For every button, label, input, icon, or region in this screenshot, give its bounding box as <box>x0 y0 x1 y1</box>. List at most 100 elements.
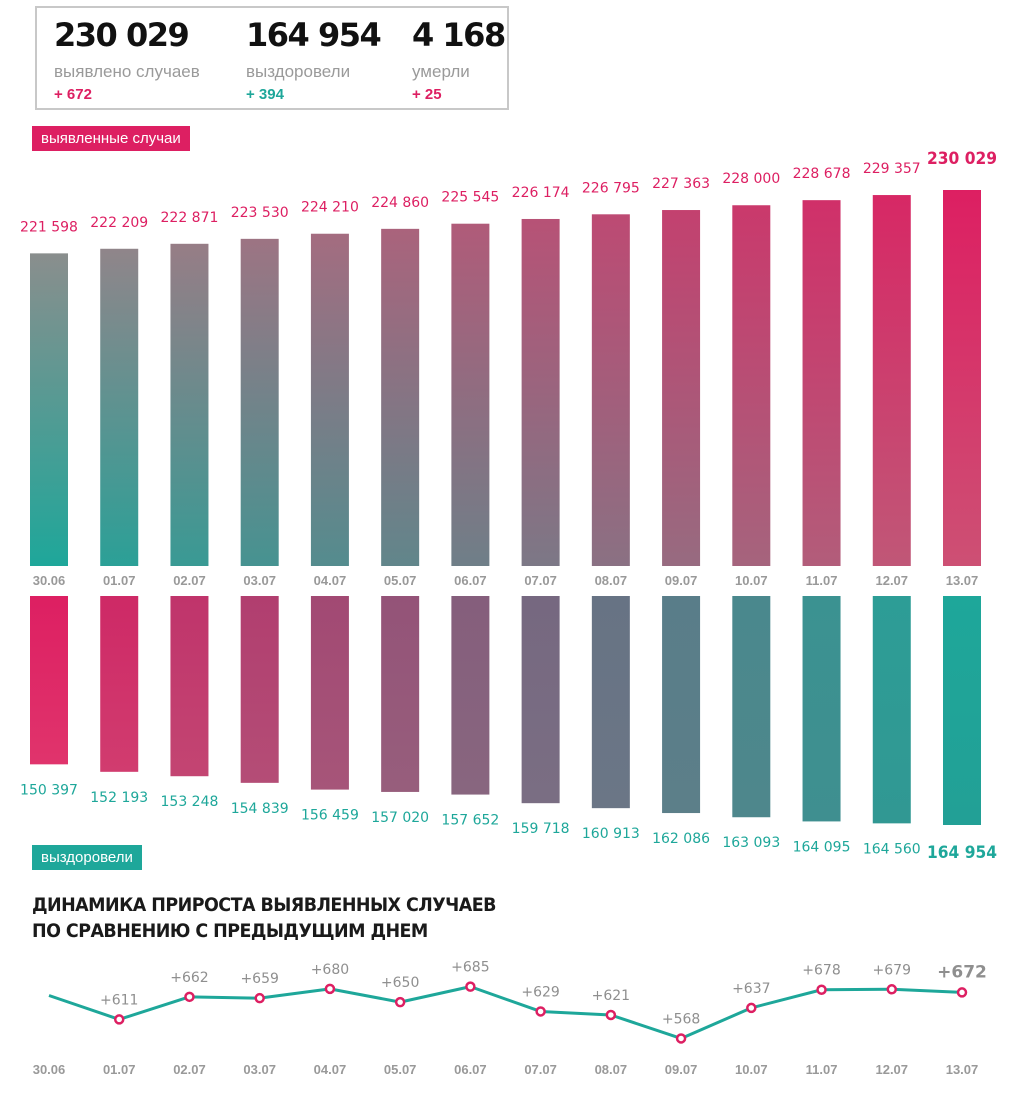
growth-value-label: +637 <box>732 981 770 997</box>
cases-date-label: 12.07 <box>875 573 908 588</box>
cases-bar <box>872 195 911 566</box>
recovered-bar <box>872 596 911 824</box>
recovered-value-label: 164 954 <box>927 843 997 863</box>
growth-point <box>254 992 265 1004</box>
cases-date-label: 01.07 <box>103 573 136 588</box>
growth-point <box>465 981 476 992</box>
cases-bar <box>100 248 139 566</box>
recovered-bar <box>451 596 490 795</box>
recovered-bar <box>30 596 68 765</box>
cases-bar <box>943 190 981 566</box>
growth-date-label: 07.07 <box>524 1062 557 1077</box>
cases-date-label: 08.07 <box>595 573 628 588</box>
cases-value-label: 221 598 <box>20 219 78 235</box>
cases-value-label: 225 545 <box>441 190 499 206</box>
cases-value-label: 222 871 <box>161 210 219 226</box>
growth-point <box>184 991 195 1003</box>
cases-bar <box>170 243 209 567</box>
cases-date-label: 03.07 <box>243 573 276 588</box>
recovered-bar <box>943 596 981 825</box>
cases-bar <box>662 210 701 567</box>
growth-point <box>324 983 336 995</box>
recovered-value-label: 159 718 <box>512 821 570 837</box>
deaths-label: умерли <box>412 62 470 81</box>
recovered-label: выздоровели <box>246 62 351 81</box>
growth-title-line2: ПО СРАВНЕНИЮ С ПРЕДЫДУЩИМ ДНЕМ <box>32 920 428 942</box>
cases-value-label: 226 174 <box>512 185 570 201</box>
recovered-bar <box>662 596 701 814</box>
growth-date-label: 13.07 <box>946 1062 979 1077</box>
growth-point <box>956 987 968 998</box>
growth-point <box>746 1002 757 1014</box>
growth-date-label: 04.07 <box>314 1062 347 1077</box>
cases-total: 230 029 <box>54 16 190 54</box>
growth-value-label: +685 <box>451 960 489 976</box>
cases-value-label: 228 000 <box>722 171 780 187</box>
cases-value-label: 228 678 <box>793 166 851 182</box>
recovered-value-label: 150 397 <box>20 782 78 798</box>
growth-date-label: 11.07 <box>806 1062 838 1077</box>
cases-date-label: 11.07 <box>806 573 838 588</box>
growth-value-label: +679 <box>873 962 911 978</box>
growth-date-label: 08.07 <box>595 1062 628 1077</box>
growth-point <box>675 1033 687 1044</box>
deaths-total: 4 168 <box>412 16 506 54</box>
recovered-bar <box>732 596 771 818</box>
growth-point <box>816 984 827 995</box>
recovered-value-label: 160 913 <box>582 826 640 842</box>
cases-value-label: 222 209 <box>90 215 148 231</box>
recovered-value-label: 156 459 <box>301 808 359 824</box>
recovered-bar <box>802 596 841 822</box>
recovered-bar <box>381 596 420 792</box>
recovered-bar <box>521 596 560 804</box>
deaths-delta: + 25 <box>412 86 442 103</box>
growth-value-label: +680 <box>311 962 349 978</box>
cases-bar <box>381 228 420 567</box>
cases-value-label: 229 357 <box>863 161 921 177</box>
growth-point <box>535 1006 546 1017</box>
cases-value-label: 224 860 <box>371 195 429 211</box>
cases-value-label: 223 530 <box>231 205 289 221</box>
cases-date-label: 02.07 <box>173 573 206 588</box>
growth-date-label: 06.07 <box>454 1062 487 1077</box>
cases-bar <box>30 253 68 566</box>
cases-date-label: 07.07 <box>524 573 557 588</box>
growth-date-label: 30.06 <box>33 1062 66 1077</box>
cases-value-label: 227 363 <box>652 176 710 192</box>
growth-date-label: 02.07 <box>173 1062 206 1077</box>
cases-date-label: 10.07 <box>735 573 768 588</box>
growth-date-label: 05.07 <box>384 1062 417 1077</box>
cases-bar <box>521 218 560 567</box>
cases-date-label: 30.06 <box>33 573 66 588</box>
cases-bar <box>451 223 490 566</box>
recovered-value-label: 152 193 <box>90 790 148 806</box>
recovered-tag: выздоровели <box>32 845 142 870</box>
recovered-total: 164 954 <box>246 16 382 54</box>
recovered-bar <box>100 596 139 772</box>
cases-date-label: 09.07 <box>665 573 698 588</box>
recovered-value-label: 157 652 <box>441 813 499 829</box>
growth-title: ДИНАМИКА ПРИРОСТА ВЫЯВЛЕННЫХ СЛУЧАЕВ ПО … <box>32 892 496 944</box>
recovered-bar <box>310 596 349 790</box>
growth-value-label: +650 <box>381 975 419 991</box>
growth-date-label: 09.07 <box>665 1062 698 1077</box>
cases-bar <box>802 200 841 566</box>
growth-point <box>394 996 406 1008</box>
growth-value-label: +662 <box>170 970 208 986</box>
cases-delta: + 672 <box>54 86 92 103</box>
recovered-value-label: 162 086 <box>652 831 710 847</box>
cases-value-label: 224 210 <box>301 200 359 216</box>
recovered-delta: + 394 <box>246 86 284 103</box>
growth-point <box>605 1009 617 1021</box>
growth-date-label: 10.07 <box>735 1062 768 1077</box>
growth-date-label: 01.07 <box>103 1062 136 1077</box>
cases-bar <box>732 205 771 566</box>
cases-date-label: 04.07 <box>314 573 347 588</box>
summary-box: 230 029 выявлено случаев + 672 164 954 в… <box>35 6 509 110</box>
growth-point <box>886 984 898 995</box>
cases-tag: выявленные случаи <box>32 126 190 151</box>
growth-value-label: +611 <box>100 992 138 1008</box>
recovered-bar <box>591 596 630 809</box>
growth-value-label: +568 <box>662 1011 700 1027</box>
